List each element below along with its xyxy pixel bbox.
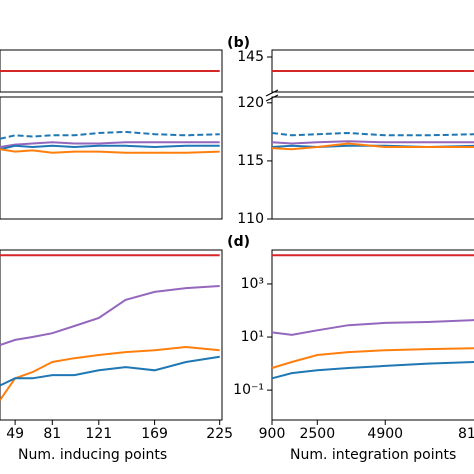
y-tick-label: 120 bbox=[237, 95, 264, 111]
axes-frame bbox=[271, 249, 474, 421]
series-line bbox=[0, 345, 220, 401]
x-tick-label: 900 bbox=[259, 426, 286, 442]
series-line bbox=[271, 319, 474, 336]
x-tick-label: 4900 bbox=[367, 426, 403, 442]
y-tick-label: 10⁻¹ bbox=[233, 382, 264, 398]
x-tick-label: 81 bbox=[43, 426, 61, 442]
x-tick-label: 169 bbox=[141, 426, 168, 442]
panel-label: (b) bbox=[227, 35, 250, 51]
y-tick-label: 115 bbox=[237, 153, 264, 169]
axes-frame bbox=[0, 249, 223, 421]
series-line bbox=[0, 130, 220, 140]
y-tick-label: 10³ bbox=[241, 276, 264, 292]
x-tick-label: 121 bbox=[85, 426, 112, 442]
x-tick-label: 2500 bbox=[299, 426, 335, 442]
series-line bbox=[271, 140, 474, 145]
series-line bbox=[271, 142, 474, 151]
series-line bbox=[271, 131, 474, 137]
panel-label: (d) bbox=[227, 234, 250, 250]
series-line bbox=[0, 148, 220, 154]
series-line bbox=[0, 285, 220, 346]
series-line bbox=[0, 144, 220, 151]
x-tick-label: 8100 bbox=[458, 426, 474, 442]
series-line bbox=[0, 355, 220, 387]
series-line bbox=[0, 141, 220, 148]
axes-frame bbox=[0, 96, 223, 220]
y-tick-label: 10¹ bbox=[241, 329, 264, 345]
y-tick-label: 110 bbox=[237, 211, 264, 227]
x-axis-label: Num. integration points bbox=[290, 447, 456, 463]
x-tick-label: 225 bbox=[206, 426, 233, 442]
axes-frame bbox=[271, 96, 474, 220]
x-axis-label: Num. inducing points bbox=[18, 447, 167, 463]
x-tick-label: 49 bbox=[6, 426, 24, 442]
axes-frame bbox=[0, 49, 223, 93]
series-line bbox=[271, 361, 474, 380]
y-tick-label: 145 bbox=[237, 49, 264, 65]
series-line bbox=[271, 347, 474, 369]
